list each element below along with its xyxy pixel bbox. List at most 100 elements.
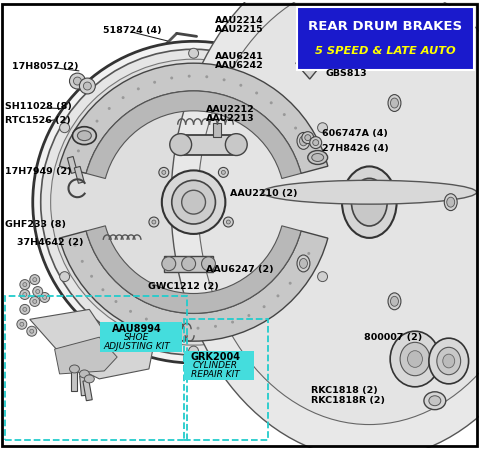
Ellipse shape bbox=[390, 331, 440, 387]
Bar bbox=[214, 123, 221, 137]
Circle shape bbox=[226, 134, 247, 156]
Text: GHF233 (8): GHF233 (8) bbox=[5, 220, 66, 230]
Circle shape bbox=[90, 275, 93, 278]
Circle shape bbox=[310, 137, 321, 148]
Bar bbox=[83, 380, 92, 400]
Text: 17H7949 (2): 17H7949 (2) bbox=[5, 167, 71, 176]
Ellipse shape bbox=[443, 354, 455, 368]
Ellipse shape bbox=[308, 151, 328, 164]
Ellipse shape bbox=[69, 365, 80, 373]
Ellipse shape bbox=[388, 94, 401, 112]
Circle shape bbox=[313, 140, 319, 146]
FancyBboxPatch shape bbox=[100, 322, 182, 352]
Circle shape bbox=[20, 279, 30, 289]
Text: 606747A (4): 606747A (4) bbox=[321, 129, 388, 138]
Wedge shape bbox=[59, 63, 328, 173]
Text: REAR DRUM BRAKES: REAR DRUM BRAKES bbox=[308, 20, 462, 33]
Ellipse shape bbox=[424, 392, 446, 410]
Circle shape bbox=[187, 75, 191, 78]
Circle shape bbox=[60, 123, 69, 133]
Bar bbox=[297, 7, 473, 70]
Circle shape bbox=[40, 292, 50, 302]
Circle shape bbox=[30, 274, 40, 284]
Text: RKC1818 (2): RKC1818 (2) bbox=[311, 386, 378, 395]
Text: ADJUSTING KIT: ADJUSTING KIT bbox=[103, 342, 170, 351]
Text: RKC1818R (2): RKC1818R (2) bbox=[311, 396, 385, 405]
Circle shape bbox=[115, 300, 118, 303]
Wedge shape bbox=[86, 91, 301, 179]
Circle shape bbox=[223, 217, 233, 227]
Circle shape bbox=[137, 87, 140, 90]
Ellipse shape bbox=[262, 180, 477, 204]
Circle shape bbox=[51, 59, 336, 345]
Text: RTC1526 (2): RTC1526 (2) bbox=[5, 116, 70, 125]
Text: 27H8426 (4): 27H8426 (4) bbox=[321, 144, 388, 153]
Circle shape bbox=[218, 167, 228, 177]
Polygon shape bbox=[296, 51, 322, 79]
Circle shape bbox=[20, 322, 24, 326]
Circle shape bbox=[20, 289, 30, 299]
Circle shape bbox=[40, 50, 347, 355]
Circle shape bbox=[101, 288, 105, 291]
Text: AAU8994: AAU8994 bbox=[111, 324, 161, 333]
Circle shape bbox=[129, 310, 132, 313]
Circle shape bbox=[179, 326, 182, 329]
Circle shape bbox=[304, 141, 307, 144]
Circle shape bbox=[247, 314, 250, 317]
Circle shape bbox=[214, 325, 217, 328]
Circle shape bbox=[149, 217, 159, 227]
Circle shape bbox=[152, 220, 156, 224]
Text: 800007 (2): 800007 (2) bbox=[364, 333, 422, 342]
Text: AAU2213: AAU2213 bbox=[206, 114, 254, 123]
Circle shape bbox=[283, 113, 286, 116]
Text: REPAIR KIT: REPAIR KIT bbox=[191, 370, 240, 379]
Circle shape bbox=[159, 167, 169, 177]
Ellipse shape bbox=[447, 197, 455, 207]
Ellipse shape bbox=[171, 0, 482, 450]
Ellipse shape bbox=[429, 338, 469, 384]
Circle shape bbox=[73, 77, 81, 85]
Text: SHOE: SHOE bbox=[124, 333, 149, 342]
Circle shape bbox=[188, 346, 199, 356]
Ellipse shape bbox=[437, 347, 461, 375]
Circle shape bbox=[81, 260, 84, 263]
Bar bbox=[80, 375, 87, 396]
Ellipse shape bbox=[78, 130, 91, 140]
Ellipse shape bbox=[297, 255, 310, 272]
Circle shape bbox=[23, 292, 27, 297]
Circle shape bbox=[162, 171, 166, 174]
Ellipse shape bbox=[312, 153, 323, 162]
Ellipse shape bbox=[299, 136, 308, 146]
Circle shape bbox=[153, 81, 156, 84]
Text: 5 SPEED & LATE AUTO: 5 SPEED & LATE AUTO bbox=[315, 46, 455, 56]
Ellipse shape bbox=[262, 63, 477, 341]
Circle shape bbox=[263, 305, 266, 308]
Circle shape bbox=[36, 289, 40, 293]
Bar bbox=[164, 256, 214, 272]
Ellipse shape bbox=[444, 194, 457, 211]
Circle shape bbox=[80, 78, 95, 94]
Text: AAU2212: AAU2212 bbox=[206, 105, 254, 114]
Circle shape bbox=[27, 326, 37, 336]
Circle shape bbox=[172, 180, 215, 224]
Circle shape bbox=[60, 272, 69, 282]
Circle shape bbox=[161, 323, 164, 326]
Polygon shape bbox=[30, 310, 154, 379]
Circle shape bbox=[77, 149, 80, 153]
Circle shape bbox=[108, 107, 111, 110]
Circle shape bbox=[20, 304, 30, 315]
FancyBboxPatch shape bbox=[184, 351, 254, 380]
Circle shape bbox=[302, 132, 314, 144]
Ellipse shape bbox=[80, 370, 89, 378]
Circle shape bbox=[33, 278, 37, 282]
Circle shape bbox=[255, 91, 258, 94]
Text: AAU6242: AAU6242 bbox=[215, 61, 264, 70]
Circle shape bbox=[289, 282, 292, 285]
Circle shape bbox=[17, 320, 27, 329]
Ellipse shape bbox=[72, 127, 96, 144]
Bar bbox=[5, 297, 187, 441]
Circle shape bbox=[74, 244, 77, 247]
Ellipse shape bbox=[297, 132, 310, 149]
Bar bbox=[181, 135, 236, 154]
Ellipse shape bbox=[390, 98, 399, 108]
